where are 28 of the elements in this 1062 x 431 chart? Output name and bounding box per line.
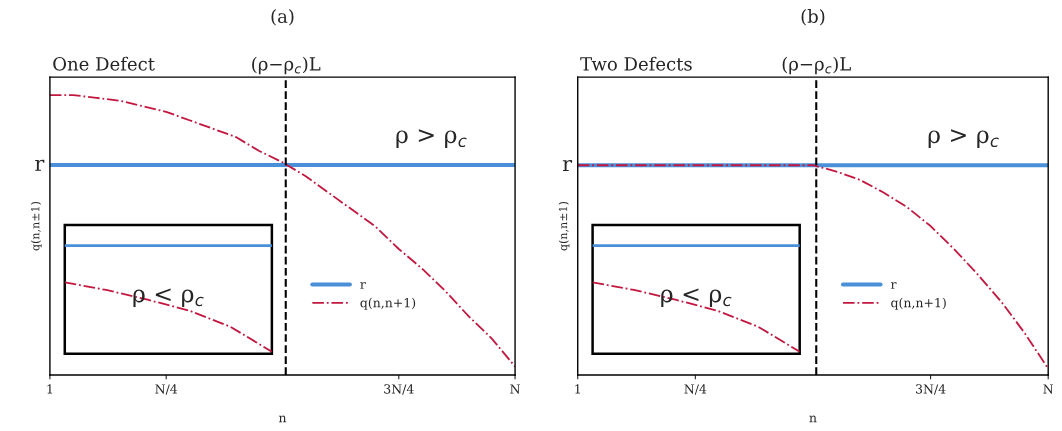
legend-label: q(n,n+1) [891,297,946,310]
annotation: ρ < ρ$_{c}$ [661,288,732,308]
legend-label: r [360,282,366,289]
text: ρ > ρ$_{c}$ [928,129,999,148]
legend-label: r [890,282,897,289]
x-tick-label: 1 [575,384,580,394]
x-tick-label: N/4 [155,384,178,395]
annotation: ρ > ρ$_{c}$ [396,129,467,148]
x-axis-title: n [278,415,287,423]
x-tick-label: 1 [47,384,53,394]
x-tick-label: N [510,384,520,394]
x-tick-label: N/4 [684,384,707,395]
annotation: ρ < ρ$_{c}$ [133,288,204,308]
chart-title: (b) [801,9,825,26]
legend-label: q(n,n+1) [360,297,416,310]
text: (ρ−ρ$_{c}$)L [252,56,321,75]
x-tick-label: 3N/4 [384,384,414,395]
text: r [562,159,573,171]
x-axis-title: n [809,415,817,423]
x-tick-label: 3N/4 [916,384,946,395]
chart-title: (a) [271,9,294,26]
chart-subtitle: Two Defects [580,56,692,71]
y-axis-title: q(n,n±1) [558,201,570,251]
text: (ρ−ρ$_{c}$)L [782,56,851,75]
x-tick-label: N [1043,384,1054,394]
y-axis-title: q(n,n±1) [30,201,42,251]
chart-subtitle: One Defect [53,56,155,71]
text: r [35,159,45,171]
